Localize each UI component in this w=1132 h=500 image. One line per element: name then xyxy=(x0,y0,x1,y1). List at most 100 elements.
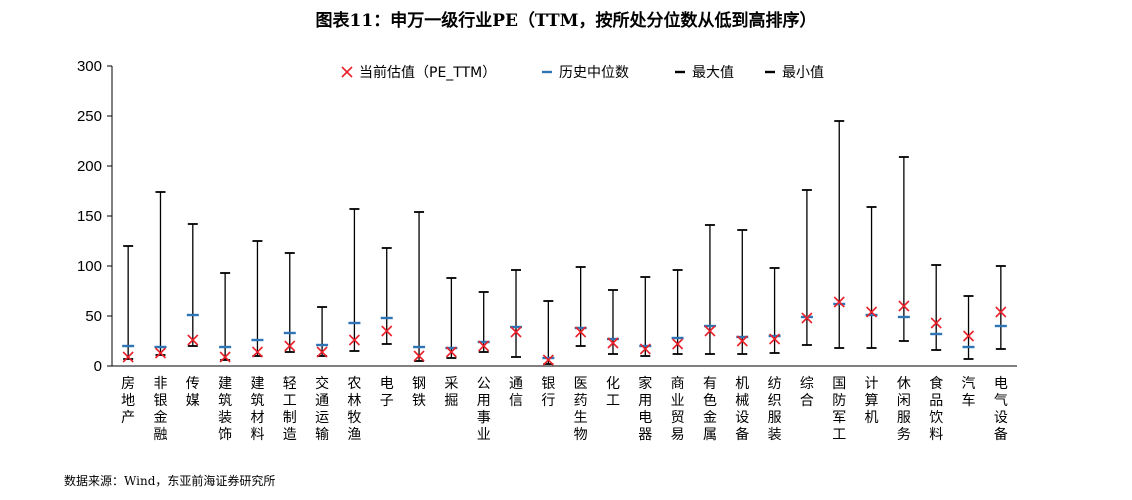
current-pe-stroke xyxy=(995,306,1007,318)
x-tick-char: 备 xyxy=(735,426,749,443)
x-tick-char: 家 xyxy=(638,375,652,392)
x-tick-char: 掘 xyxy=(444,393,458,409)
x-tick-char: 汽 xyxy=(962,376,976,392)
current-pe-stroke xyxy=(704,325,716,337)
current-pe-stroke xyxy=(833,296,845,308)
current-pe-stroke xyxy=(898,300,910,312)
x-tick-label: 食品饮料 xyxy=(929,375,943,443)
current-pe-marker xyxy=(251,346,264,358)
x-tick-char: 通 xyxy=(315,393,329,409)
x-tick-char: 国 xyxy=(832,376,846,392)
x-tick-label: 房地产 xyxy=(121,376,135,426)
x-tick-char: 事 xyxy=(477,410,491,426)
x-tick-char: 银 xyxy=(153,393,167,409)
x-tick-char: 电 xyxy=(994,376,1008,392)
current-pe-marker xyxy=(284,340,296,352)
x-tick-char: 钢 xyxy=(412,376,426,392)
x-tick-label: 医药生物 xyxy=(574,376,588,443)
x-tick-char: 料 xyxy=(250,427,264,443)
current-pe-stroke xyxy=(801,312,813,324)
current-pe-stroke xyxy=(510,326,522,338)
x-tick-label: 有色金属 xyxy=(703,376,717,443)
x-tick-char: 织 xyxy=(768,393,782,409)
current-pe-stroke xyxy=(769,333,781,345)
x-tick-char: 设 xyxy=(735,410,749,426)
x-tick-char: 有 xyxy=(703,376,717,392)
current-pe-stroke xyxy=(445,346,457,358)
current-pe-stroke xyxy=(284,340,296,352)
x-tick-char: 备 xyxy=(994,426,1008,443)
x-tick-char: 车 xyxy=(962,392,976,409)
current-pe-marker xyxy=(833,296,845,308)
current-pe-marker xyxy=(704,325,716,337)
x-tick-label: 商业贸易 xyxy=(671,376,685,443)
current-pe-stroke xyxy=(542,354,554,366)
current-pe-stroke xyxy=(187,334,199,346)
x-tick-char: 制 xyxy=(283,410,297,426)
x-tick-char: 地 xyxy=(121,393,135,409)
current-pe-marker xyxy=(478,340,490,352)
x-tick-char: 工 xyxy=(606,393,620,409)
x-tick-char: 筑 xyxy=(218,393,232,409)
chart-marks xyxy=(122,120,1007,366)
x-tick-label: 公用事业 xyxy=(477,376,491,443)
x-tick-char: 闲 xyxy=(897,393,911,409)
x-tick-label: 钢铁 xyxy=(412,376,426,409)
x-tick-char: 商 xyxy=(671,376,685,392)
x-tick-char: 气 xyxy=(994,393,1008,409)
x-tick-char: 食 xyxy=(929,375,943,392)
x-tick-char: 合 xyxy=(800,393,814,409)
x-tick-char: 装 xyxy=(218,410,232,426)
x-tick-char: 牧 xyxy=(347,410,361,426)
x-tick-char: 属 xyxy=(703,427,717,443)
x-tick-char: 媒 xyxy=(186,393,200,409)
x-tick-char: 药 xyxy=(574,393,588,409)
x-tick-label: 电气设备 xyxy=(994,376,1008,443)
x-tick-char: 医 xyxy=(574,376,588,392)
x-tick-char: 服 xyxy=(768,410,782,426)
x-tick-char: 融 xyxy=(153,427,167,443)
x-tick-label: 银行 xyxy=(541,376,555,409)
x-tick-char: 渔 xyxy=(347,427,361,443)
legend-label: 最小值 xyxy=(782,65,824,81)
x-tick-char: 饮 xyxy=(929,410,943,426)
x-tick-char: 器 xyxy=(638,427,652,443)
x-tick-char: 材 xyxy=(250,410,264,426)
x-tick-char: 业 xyxy=(671,393,685,409)
x-tick-label: 家用电器 xyxy=(638,375,652,443)
x-tick-char: 银 xyxy=(541,376,555,392)
x-tick-label: 交通运输 xyxy=(315,375,329,443)
y-tick-label: 50 xyxy=(85,308,102,325)
x-tick-label: 综合 xyxy=(800,376,814,409)
x-tick-label: 机械设备 xyxy=(735,376,749,443)
legend-item: 历史中位数 xyxy=(542,65,629,81)
current-pe-marker xyxy=(575,326,587,338)
chart-title: 图表11：申万一级行业PE（TTM，按所处分位数从低到高排序） xyxy=(315,11,817,31)
current-pe-stroke xyxy=(316,346,328,358)
current-pe-stroke xyxy=(413,350,425,362)
legend-symbol xyxy=(341,66,353,78)
x-tick-char: 料 xyxy=(929,427,943,443)
current-pe-stroke xyxy=(478,340,490,352)
x-tick-label: 通信 xyxy=(509,376,523,409)
current-pe-marker xyxy=(736,335,748,347)
x-tick-char: 防 xyxy=(832,393,846,409)
current-pe-marker xyxy=(769,333,781,345)
x-tick-char: 建 xyxy=(218,376,232,392)
x-tick-char: 农 xyxy=(347,376,361,392)
current-pe-stroke xyxy=(219,351,231,363)
x-tick-char: 生 xyxy=(574,410,588,426)
legend-label: 最大值 xyxy=(692,65,734,81)
x-tick-char: 休 xyxy=(897,376,911,392)
x-tick-char: 品 xyxy=(929,393,943,409)
current-pe-marker xyxy=(898,300,910,312)
x-tick-char: 房 xyxy=(121,376,135,392)
x-tick-char: 电 xyxy=(638,410,652,426)
x-tick-labels: 房地产非银金融传媒建筑装饰建筑材料轻工制造交通运输农林牧渔电子钢铁采掘公用事业通… xyxy=(121,375,1008,443)
current-pe-stroke xyxy=(607,337,619,349)
x-tick-char: 金 xyxy=(703,410,717,426)
x-tick-char: 非 xyxy=(153,376,167,392)
current-pe-stroke xyxy=(154,347,167,359)
x-tick-label: 汽车 xyxy=(962,376,976,409)
